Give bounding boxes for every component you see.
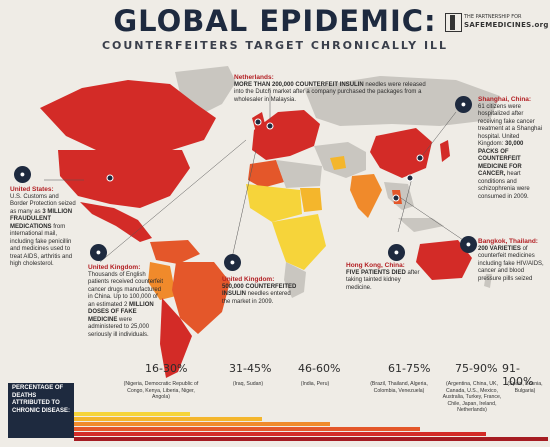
callout-text: of counterfeit medicines including fake … [478,245,544,282]
callout-text: from international mail, including fake … [10,223,73,268]
callout-heading: Bangkok, Thailand: [478,238,538,245]
callout-heading: United States: [10,186,54,193]
region-north-africa [276,160,322,188]
callout-text: Thousands of English patients received c… [88,271,164,308]
callout-text: U.S. Customs and Border Protection seize… [10,193,76,215]
connector-hongkong [397,177,413,233]
connector-uk2 [231,149,257,259]
marker-hongkong [406,174,414,182]
callout-highlight: 200 VARIETIES [478,245,521,252]
capsule-icon: ● [460,236,477,253]
region-canada [40,80,216,152]
region-china [370,128,432,178]
legend-countries: (Nigeria, Democratic Republic of Congo, … [123,381,199,400]
legend-countries: (India, Peru) [300,381,330,387]
region-indonesia [398,218,444,232]
marker-uk [254,118,262,126]
region-central-africa [272,214,326,270]
region-iraq [330,156,346,170]
region-india [350,174,382,218]
callout-shanghai: Shanghai, China: 61 citizens were hospit… [478,96,544,201]
callout-text: 61 citizens were hospitalized after rece… [478,103,543,148]
marker-us [106,174,114,182]
legend-range: 46-60% [298,362,341,375]
page-title: GLOBAL EPIDEMIC: [113,4,437,38]
marker-shanghai [416,154,424,162]
legend-countries: (Spain, Bosnia, Bulgaria) [507,381,543,394]
legend-range: 75-90% [455,362,498,375]
safemedicines-logo[interactable]: THE PARTNERSHIP FOR SAFEMEDICINES.org [445,12,548,36]
callout-bangkok: Bangkok, Thailand: 200 VARIETIES of coun… [478,238,544,283]
callout-highlight: 3 MILLION FRAUDULENT MEDICATIONS [10,208,73,230]
legend-range: 61-75% [388,362,431,375]
logo-name: SAFEMEDICINES.org [464,21,549,29]
pill-icon: ● [388,244,405,261]
marker-bangkok [392,194,400,202]
legend-countries: (Brazil, Thailand, Algeria, Colombia, Ve… [370,381,428,394]
region-colombia-venezuela [150,240,200,264]
legend-bar [74,412,190,416]
page-subtitle: COUNTERFEITERS TARGET CHRONICALLY ILL [101,39,449,52]
region-russia [304,76,500,126]
region-mexico [80,202,152,242]
connector-bangkok [397,195,467,243]
legend-range: 31-45% [229,362,272,375]
callout-heading: Netherlands: [234,74,274,81]
region-united-states [58,150,190,208]
callout-heading: Hong Kong, China: [346,262,405,269]
callout-highlight: FIVE PATIENTS DIED [346,269,406,276]
region-chile-argentina [160,298,192,378]
region-brazil [172,262,230,334]
legend-countries: (Iraq, Sudan) [232,381,264,387]
syringe-icon: ● [224,254,241,271]
callout-text: needles were released into the Dutch mar… [234,81,426,103]
callout-highlight: MORE THAN 200,000 COUNTERFEIT INSULIN [234,81,364,88]
person-icon: ● [90,244,107,261]
connector-shanghai [421,111,457,157]
callout-heading: United Kingdom: [88,264,141,271]
callout-heading: Shanghai, China: [478,96,532,103]
callout-united-states: United States: U.S. Customs and Border P… [10,186,78,269]
legend-bar [74,422,330,426]
callout-text: heart conditions and schizophrenia were … [478,171,530,200]
region-southern-africa [284,262,306,298]
marker-netherlands [266,122,274,130]
callout-hong-kong: Hong Kong, China: FIVE PATIENTS DIED aft… [346,262,420,292]
legend-bar [74,427,420,431]
callout-netherlands: Netherlands: MORE THAN 200,000 COUNTERFE… [234,74,434,104]
callout-united-kingdom-insulin: United Kingdom: 500,000 COUNTERFEITED IN… [222,276,300,306]
legend-bar [74,432,486,436]
callout-highlight: MILLION DOSES OF FAKE MEDICINE [88,301,154,323]
callout-united-kingdom-cancer: United Kingdom: Thousands of English pat… [88,264,164,339]
callout-text: after taking tainted kidney medicine. [346,269,420,291]
legend-range: 16-30% [145,362,188,375]
logo-tagline: THE PARTNERSHIP FOR [464,14,522,20]
callout-heading: United Kingdom: [222,276,275,283]
legend-range: 91-100% [502,362,534,388]
pill-icon: ● [455,96,472,113]
legend-bar [74,437,548,441]
region-japan [440,140,450,162]
region-new-zealand [484,274,492,288]
callout-text: needles entered the market in 2009. [222,291,291,305]
region-australia [416,240,472,280]
callout-highlight: 500,000 COUNTERFEITED INSULIN [222,283,297,298]
region-algeria [248,160,284,188]
pill-bottle-icon: ● [14,166,31,183]
callout-text: were administered to 25,000 seriously il… [88,316,150,338]
region-peru [148,262,176,300]
region-sudan [300,188,322,212]
callout-highlight: 30,000 PACKS OF COUNTERFEIT MEDICINE FOR… [478,141,524,177]
region-europe [252,110,320,160]
connector-uk1 [99,139,247,263]
legend-countries: (Argentina, China, UK, Canada, U.S., Mex… [442,381,502,413]
legend-label: PERCENTAGE OF DEATHS ATTRIBUTED TO CHRON… [8,383,74,438]
logo-mark-icon [445,13,462,32]
legend-bar [74,417,262,421]
region-west-africa [246,184,302,222]
